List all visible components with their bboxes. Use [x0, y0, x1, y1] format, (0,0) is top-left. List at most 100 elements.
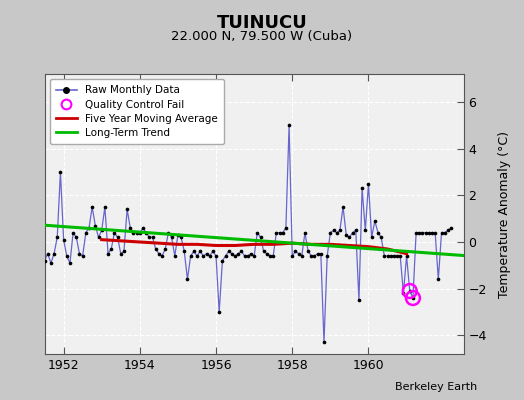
Point [69, 230, 78, 236]
Point [358, 185, 366, 192]
Point [307, 253, 315, 259]
Point [97, 227, 106, 234]
Point [310, 253, 319, 259]
Point [221, 253, 230, 259]
Point [387, 253, 395, 259]
Point [241, 253, 249, 259]
Point [294, 250, 303, 257]
Point [348, 230, 357, 236]
Point [183, 276, 192, 282]
Point [253, 230, 261, 236]
Point [31, 250, 39, 257]
Point [107, 246, 115, 252]
Point [171, 253, 179, 259]
Point [444, 227, 452, 234]
Point [393, 253, 401, 259]
Point [212, 253, 220, 259]
Point [320, 339, 328, 346]
Point [323, 253, 331, 259]
Point [148, 234, 157, 240]
Point [333, 230, 341, 236]
Point [285, 122, 293, 128]
Point [282, 225, 290, 231]
Point [370, 218, 379, 224]
Point [66, 260, 74, 266]
Point [47, 260, 55, 266]
Point [151, 246, 160, 252]
Point [447, 225, 455, 231]
Point [180, 248, 189, 254]
Point [34, 246, 42, 252]
Point [136, 230, 144, 236]
Point [164, 230, 172, 236]
Point [94, 234, 103, 240]
Point [269, 253, 277, 259]
Point [380, 253, 389, 259]
Point [177, 234, 185, 240]
Point [266, 253, 274, 259]
Point [224, 248, 233, 254]
Point [355, 297, 363, 304]
Point [75, 250, 84, 257]
Legend: Raw Monthly Data, Quality Control Fail, Five Year Moving Average, Long-Term Tren: Raw Monthly Data, Quality Control Fail, … [50, 79, 224, 144]
Point [215, 309, 223, 315]
Point [409, 295, 417, 301]
Point [104, 250, 112, 257]
Point [43, 250, 52, 257]
Point [361, 227, 369, 234]
Point [110, 230, 118, 236]
Point [119, 248, 128, 254]
Point [139, 225, 147, 231]
Point [50, 250, 58, 257]
Point [377, 234, 385, 240]
Point [116, 250, 125, 257]
Point [244, 253, 252, 259]
Point [304, 248, 312, 254]
Point [218, 258, 226, 264]
Point [158, 253, 166, 259]
Point [406, 288, 414, 294]
Point [441, 230, 449, 236]
Point [209, 248, 217, 254]
Point [298, 253, 306, 259]
Point [367, 234, 376, 240]
Point [279, 230, 287, 236]
Point [28, 234, 36, 240]
Point [250, 253, 258, 259]
Point [276, 230, 284, 236]
Point [438, 230, 446, 236]
Point [202, 250, 211, 257]
Point [196, 248, 204, 254]
Point [396, 253, 405, 259]
Point [142, 230, 150, 236]
Point [263, 250, 271, 257]
Point [406, 288, 414, 294]
Point [421, 230, 430, 236]
Point [402, 253, 411, 259]
Point [187, 253, 195, 259]
Point [174, 232, 182, 238]
Point [237, 248, 246, 254]
Point [428, 230, 436, 236]
Point [339, 204, 347, 210]
Point [336, 227, 344, 234]
Point [167, 234, 176, 240]
Point [291, 248, 300, 254]
Point [56, 169, 64, 175]
Point [431, 230, 439, 236]
Point [384, 253, 392, 259]
Point [88, 204, 96, 210]
Point [390, 253, 398, 259]
Point [409, 295, 417, 301]
Point [205, 253, 214, 259]
Point [418, 230, 427, 236]
Point [91, 222, 100, 229]
Point [259, 248, 268, 254]
Point [316, 250, 325, 257]
Point [37, 253, 46, 259]
Point [126, 225, 135, 231]
Point [133, 230, 141, 236]
Point [113, 234, 122, 240]
Point [301, 230, 309, 236]
Point [342, 232, 351, 238]
